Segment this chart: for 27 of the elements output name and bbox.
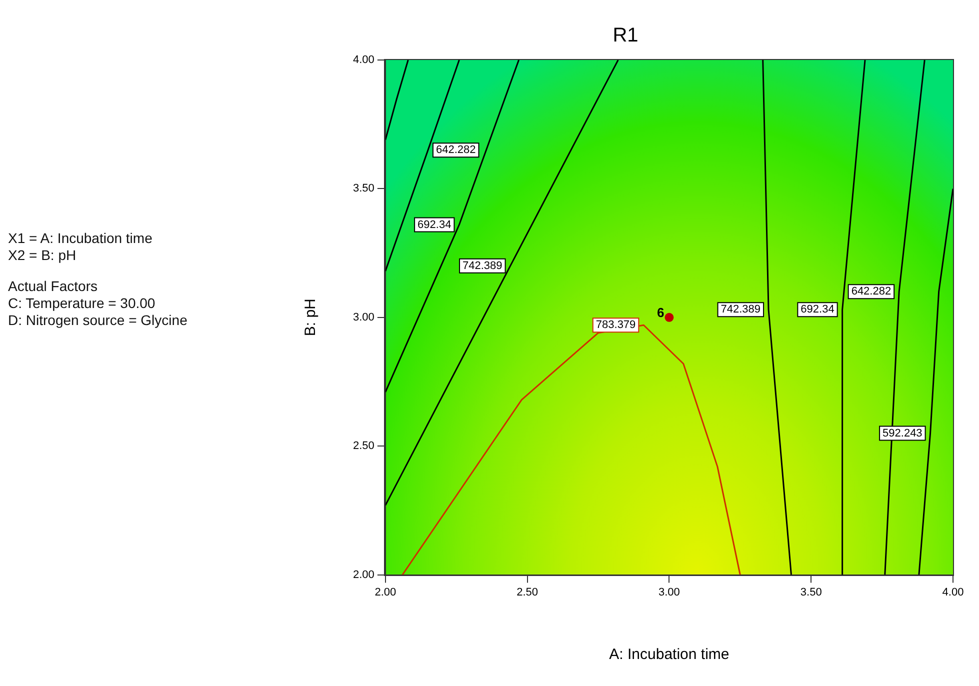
series-label: 742.389: [462, 260, 502, 272]
series-label: 783.379: [596, 319, 636, 332]
x-tick-label: 2.00: [374, 586, 396, 598]
y-tick-label: 3.00: [352, 311, 374, 324]
x-tick-label: 2.50: [516, 586, 538, 598]
series-label: 6: [656, 304, 664, 320]
series-label: 642.282: [436, 144, 476, 156]
y-axis-title: B: pH: [302, 298, 320, 336]
text: X1 = A: Incubation time: [8, 230, 154, 247]
series-label: 592.243: [882, 427, 922, 440]
series-label: 742.389: [720, 304, 761, 316]
series-label: 692.34: [418, 218, 452, 231]
series-label: 692.34: [800, 304, 834, 316]
y-tick-label: 2.00: [352, 568, 374, 581]
text: X2 = B: pH: [8, 247, 78, 264]
text: Actual Factors: [8, 278, 98, 295]
x-tick-label: 4.00: [942, 586, 964, 598]
text: C: Temperature = 30.00: [8, 295, 156, 312]
chart-title: R1: [612, 24, 638, 47]
x-axis-title: A: Incubation time: [609, 646, 730, 664]
y-tick-label: 2.50: [352, 440, 374, 452]
x-tick-label: 3.50: [800, 586, 822, 598]
y-tick-label: 4.00: [352, 54, 374, 66]
text: D: Nitrogen source = Glycine: [8, 312, 188, 329]
y-tick-label: 3.50: [352, 182, 374, 195]
x-tick-label: 3.00: [658, 586, 680, 598]
series-label: 642.282: [851, 286, 892, 298]
